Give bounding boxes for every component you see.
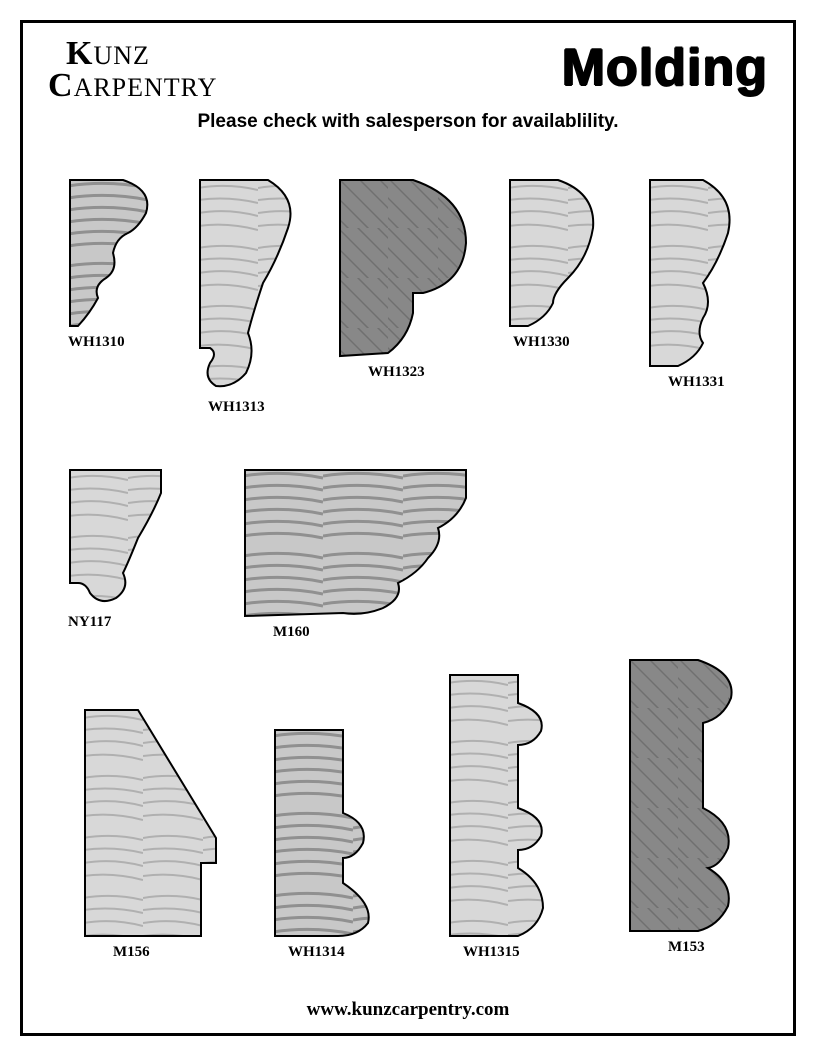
molding-label: M160 [243,624,468,641]
availability-note: Please check with salesperson for availa… [48,111,768,133]
molding-grid: WH1310 WH1313 WH1323 WH1330 WH1331 NY117… [48,168,768,988]
molding-WH1323: WH1323 [338,178,468,381]
molding-WH1315: WH1315 [448,673,553,961]
molding-label: WH1331 [648,374,738,391]
molding-label: WH1315 [448,944,553,961]
molding-label: WH1323 [338,364,468,381]
page-title: Molding [562,38,768,98]
footer-url: www.kunzcarpentry.com [23,999,793,1021]
molding-WH1331: WH1331 [648,178,738,391]
molding-M160: M160 [243,468,468,641]
molding-WH1310: WH1310 [68,178,153,351]
molding-label: M156 [83,944,218,961]
page-border: KUNZ CARPENTRY Molding Please check with… [20,20,796,1036]
molding-label: WH1310 [68,334,153,351]
molding-M153: M153 [628,658,738,956]
company-logo: KUNZ CARPENTRY [48,38,217,103]
logo-unz: UNZ [93,41,149,70]
molding-NY117: NY117 [68,468,163,631]
logo-arpentry: ARPENTRY [74,73,218,102]
molding-label: NY117 [68,614,163,631]
molding-label: WH1314 [273,944,378,961]
molding-M156: M156 [83,708,218,961]
molding-label: WH1330 [508,334,598,351]
molding-WH1314: WH1314 [273,728,378,961]
header: KUNZ CARPENTRY Molding [48,38,768,103]
molding-WH1313: WH1313 [198,178,298,416]
molding-label: WH1313 [198,399,298,416]
logo-c: C [48,67,74,104]
molding-WH1330: WH1330 [508,178,598,351]
molding-label: M153 [628,939,738,956]
